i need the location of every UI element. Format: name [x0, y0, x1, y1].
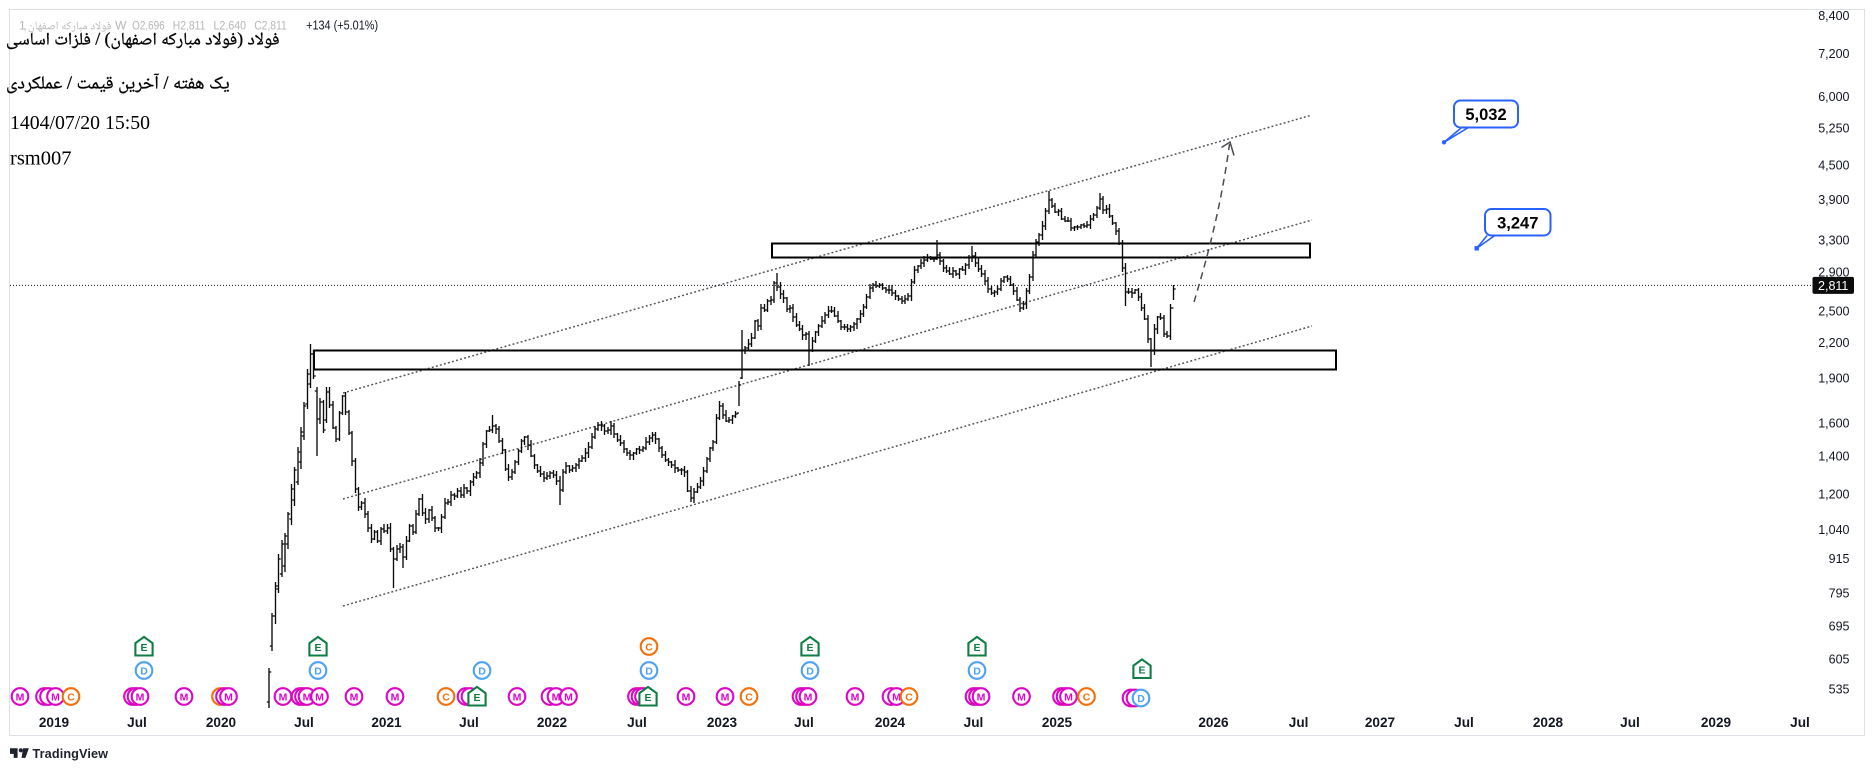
svg-text:M: M: [804, 691, 813, 703]
svg-text:M: M: [851, 691, 860, 703]
svg-text:D: D: [1137, 693, 1145, 705]
svg-text:Jul: Jul: [627, 715, 647, 730]
svg-text:1,600: 1,600: [1818, 417, 1849, 431]
svg-text:D: D: [314, 665, 322, 677]
svg-text:2025: 2025: [1042, 715, 1073, 730]
svg-text:1,040: 1,040: [1818, 523, 1849, 537]
svg-text:2023: 2023: [707, 715, 738, 730]
svg-text:2020: 2020: [206, 715, 236, 730]
svg-text:2026: 2026: [1198, 715, 1229, 730]
svg-text:M: M: [51, 691, 60, 703]
svg-text:2,200: 2,200: [1818, 336, 1849, 350]
svg-text:H2,811: H2,811: [173, 18, 206, 32]
svg-text:C: C: [1083, 691, 1091, 703]
svg-text:Jul: Jul: [294, 715, 314, 730]
svg-text:+134 (+5.01%): +134 (+5.01%): [306, 17, 378, 32]
svg-text:8,400: 8,400: [1818, 9, 1849, 23]
svg-text:E: E: [973, 642, 980, 654]
svg-text:D: D: [645, 665, 653, 677]
svg-text:M: M: [350, 691, 359, 703]
svg-text:M: M: [16, 691, 25, 703]
svg-text:M: M: [1064, 691, 1073, 703]
svg-text:W: W: [115, 18, 127, 32]
svg-text:C: C: [67, 691, 75, 703]
svg-text:C: C: [745, 691, 753, 703]
svg-text:C: C: [442, 691, 450, 703]
svg-text:4,500: 4,500: [1818, 158, 1849, 172]
svg-text:M: M: [721, 691, 730, 703]
svg-text:D: D: [806, 665, 814, 677]
svg-text:rsm007: rsm007: [10, 148, 72, 170]
svg-text:E: E: [314, 642, 321, 654]
svg-text:M: M: [682, 691, 691, 703]
svg-text:M: M: [224, 691, 233, 703]
svg-text:D: D: [140, 665, 148, 677]
svg-text:E: E: [473, 692, 480, 704]
svg-text:M: M: [1017, 691, 1026, 703]
svg-text:M: M: [391, 691, 400, 703]
svg-text:M: M: [303, 691, 312, 703]
svg-text:2019: 2019: [39, 715, 70, 730]
svg-text:M: M: [977, 691, 986, 703]
svg-text:Jul: Jul: [1289, 715, 1309, 730]
svg-text:5,250: 5,250: [1818, 122, 1849, 136]
svg-text:M: M: [136, 691, 145, 703]
svg-text:Jul: Jul: [1620, 715, 1640, 730]
svg-text:M: M: [315, 691, 324, 703]
svg-text:M: M: [892, 691, 901, 703]
svg-text:E: E: [140, 642, 147, 654]
svg-text:3,247: 3,247: [1497, 214, 1538, 232]
svg-text:535: 535: [1829, 683, 1850, 697]
svg-text:L2,640: L2,640: [214, 18, 247, 32]
svg-text:TradingView: TradingView: [33, 747, 109, 761]
svg-text:C2,811: C2,811: [254, 18, 287, 32]
svg-text:1,900: 1,900: [1818, 372, 1849, 386]
svg-text:2024: 2024: [875, 715, 906, 730]
svg-text:695: 695: [1829, 619, 1850, 633]
svg-text:Jul: Jul: [794, 715, 814, 730]
svg-text:2029: 2029: [1701, 715, 1732, 730]
svg-text:M: M: [513, 691, 522, 703]
svg-text:1404/07/20 15:50: 1404/07/20 15:50: [10, 112, 150, 134]
svg-text:M: M: [180, 691, 189, 703]
svg-text:Jul: Jul: [127, 715, 147, 730]
svg-text:Jul: Jul: [1454, 715, 1474, 730]
svg-text:2,500: 2,500: [1818, 305, 1849, 319]
svg-text:O2,696: O2,696: [132, 18, 165, 32]
svg-text:C: C: [645, 641, 653, 653]
svg-text:M: M: [279, 691, 288, 703]
svg-text:E: E: [1138, 665, 1145, 677]
svg-text:605: 605: [1829, 652, 1850, 666]
svg-text:2027: 2027: [1365, 715, 1395, 730]
svg-text:M: M: [564, 691, 573, 703]
svg-text:6,000: 6,000: [1818, 90, 1849, 104]
svg-text:795: 795: [1829, 586, 1850, 600]
svg-text:Jul: Jul: [459, 715, 479, 730]
svg-text:D: D: [478, 665, 486, 677]
svg-text:3,300: 3,300: [1818, 234, 1849, 248]
svg-text:2028: 2028: [1533, 715, 1564, 730]
svg-text:C: C: [905, 691, 913, 703]
svg-text:E: E: [644, 692, 651, 704]
svg-text:1,200: 1,200: [1818, 488, 1849, 502]
svg-text:915: 915: [1829, 552, 1850, 566]
svg-text:2,811: 2,811: [1818, 279, 1848, 293]
svg-text:2021: 2021: [371, 715, 402, 730]
svg-text:2022: 2022: [537, 715, 568, 730]
svg-text:E: E: [806, 642, 813, 654]
svg-text:2,900: 2,900: [1818, 266, 1849, 280]
svg-text:1,: 1,: [19, 18, 27, 32]
svg-text:1,400: 1,400: [1818, 450, 1849, 464]
svg-text:3,900: 3,900: [1818, 193, 1849, 207]
svg-text:Jul: Jul: [1790, 715, 1810, 730]
svg-text:7,200: 7,200: [1818, 47, 1849, 61]
svg-text:M: M: [552, 691, 561, 703]
svg-text:D: D: [973, 665, 981, 677]
svg-text:5,032: 5,032: [1465, 106, 1506, 124]
svg-text:Jul: Jul: [964, 715, 984, 730]
